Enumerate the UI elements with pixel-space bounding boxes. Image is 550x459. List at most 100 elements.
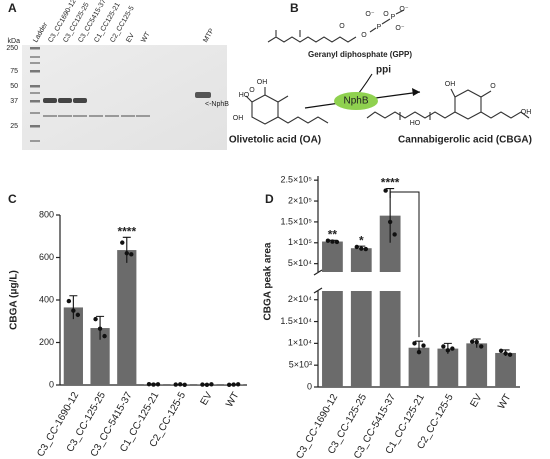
cbga-label: Cannabigerolic acid (CBGA)	[398, 135, 532, 146]
reaction: NphB ppi Geranyl diphosphate (GPP) Olive…	[229, 6, 532, 146]
y-tick-label: 5×10⁴	[288, 258, 312, 268]
data-point	[129, 252, 134, 257]
ladder-band	[30, 112, 40, 114]
ladder-band	[30, 85, 40, 88]
y-tick-label: 0	[49, 379, 54, 389]
y-axis-label: CBGA (μg/L)	[9, 270, 20, 330]
data-point	[334, 239, 340, 245]
y-tick-label: 200	[39, 337, 54, 347]
gpp-phosphate-bonds	[369, 9, 405, 33]
significance: ****	[381, 176, 400, 190]
data-point	[235, 382, 241, 387]
cbga-ring	[454, 89, 482, 120]
ladder-band	[30, 70, 40, 73]
data-point	[97, 326, 103, 331]
data-point	[416, 349, 422, 355]
atom-label: P	[391, 14, 396, 21]
ladder-band	[30, 47, 40, 50]
atom-label: OH	[233, 115, 244, 122]
y-tick-label: 2×10⁴	[288, 294, 312, 304]
bar	[350, 248, 372, 272]
data-point	[359, 246, 364, 251]
enzyme-badge	[334, 92, 378, 110]
panel-label: D	[265, 192, 274, 206]
panel-label: B	[290, 1, 299, 15]
data-point	[102, 333, 107, 339]
data-point	[479, 344, 484, 349]
data-point	[325, 238, 331, 243]
atom-label: OH	[445, 81, 456, 88]
atom-label: HO	[410, 120, 421, 127]
ladder-band	[30, 62, 40, 64]
marker-label: 250	[6, 45, 18, 52]
data-point	[354, 244, 359, 250]
band	[43, 115, 57, 117]
band	[58, 115, 72, 117]
x-tick-label: WT	[496, 392, 513, 411]
data-point	[383, 188, 388, 193]
band	[195, 92, 211, 98]
y-tick-label: 1.5×10⁵	[280, 216, 312, 226]
lane-label: MTP	[202, 27, 216, 44]
data-point	[330, 239, 335, 244]
data-point	[498, 348, 504, 353]
ppi-label: ppi	[376, 65, 391, 76]
atom-label: O	[490, 83, 496, 90]
arrowhead	[412, 88, 420, 96]
y-tick-label: 2.5×10⁵	[280, 175, 312, 185]
data-point	[120, 240, 125, 245]
marker-label: 37	[10, 98, 18, 105]
x-tick-label: EV	[468, 392, 484, 409]
bar	[63, 307, 83, 385]
cbga-bonds	[366, 88, 530, 120]
significance: **	[328, 227, 338, 241]
enzyme-label: NphB	[343, 96, 368, 107]
ladder-band	[30, 140, 40, 142]
x-tick-label: WT	[224, 390, 241, 409]
y-tick-label: 1×10⁴	[288, 338, 312, 348]
data-point	[182, 382, 187, 387]
data-point	[151, 382, 156, 387]
atom-label: O⁻	[395, 25, 404, 32]
data-point	[146, 381, 152, 387]
atom-label: P	[377, 24, 382, 31]
lane-label: EV	[125, 32, 136, 44]
comparison-bracket	[389, 191, 420, 338]
significance: ****	[117, 224, 136, 238]
ladder-band	[30, 125, 40, 128]
bar	[117, 250, 137, 385]
error-bar	[69, 295, 78, 320]
band	[136, 115, 150, 117]
gel-unit: kDa	[8, 38, 21, 45]
data-point	[412, 341, 417, 346]
data-point	[93, 316, 98, 322]
data-point	[231, 382, 236, 387]
band	[105, 115, 119, 117]
bar	[495, 352, 516, 387]
gpp-label: Geranyl diphosphate (GPP)	[308, 50, 412, 59]
atom-label: HO	[239, 92, 250, 99]
y-tick-label: 1×10⁵	[288, 237, 312, 247]
band	[43, 98, 57, 103]
y-tick-label: 400	[39, 294, 54, 304]
x-tick-label: EV	[199, 390, 215, 407]
y-axis-label: CBGA peak area	[263, 242, 274, 320]
y-tick-label: 5×10³	[289, 360, 312, 370]
marker-label: 25	[10, 123, 18, 130]
data-point	[507, 352, 513, 357]
data-point	[421, 343, 426, 348]
oa-label: Olivetolic acid (OA)	[229, 135, 321, 146]
band	[89, 115, 103, 117]
atom-label: O	[249, 87, 255, 94]
data-point	[173, 382, 178, 387]
bar	[466, 343, 488, 387]
data-point	[363, 246, 368, 252]
data-point	[66, 298, 72, 304]
atom-label: O⁻	[365, 11, 374, 18]
atom-label: OH	[521, 109, 532, 116]
bar	[437, 348, 459, 387]
panel-label: A	[8, 1, 17, 15]
bar	[350, 291, 372, 387]
